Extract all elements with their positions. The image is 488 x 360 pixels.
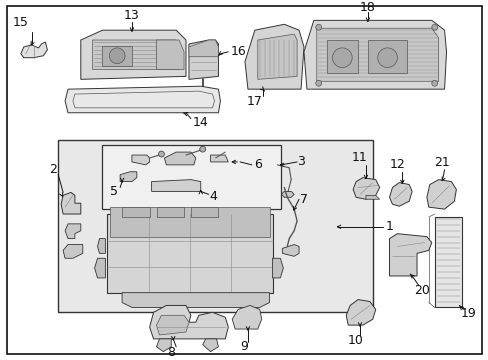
Text: 8: 8 — [167, 346, 175, 359]
Bar — [190, 207, 218, 217]
Circle shape — [109, 48, 125, 64]
Text: 6: 6 — [253, 158, 261, 171]
Polygon shape — [151, 180, 201, 192]
Polygon shape — [156, 315, 188, 335]
Circle shape — [332, 48, 351, 68]
Circle shape — [431, 80, 437, 86]
Polygon shape — [81, 30, 185, 79]
Polygon shape — [316, 28, 438, 81]
Polygon shape — [352, 177, 379, 199]
Polygon shape — [346, 300, 375, 325]
Polygon shape — [21, 42, 47, 58]
Polygon shape — [272, 258, 283, 278]
Text: 11: 11 — [351, 152, 367, 165]
Polygon shape — [426, 180, 455, 209]
Polygon shape — [156, 339, 171, 352]
Polygon shape — [188, 40, 218, 79]
Text: 18: 18 — [359, 1, 375, 14]
Polygon shape — [97, 239, 105, 253]
Text: 16: 16 — [230, 45, 245, 58]
Text: 9: 9 — [240, 340, 247, 353]
Text: 4: 4 — [209, 190, 217, 203]
Text: 21: 21 — [433, 156, 448, 170]
Polygon shape — [122, 293, 269, 307]
Bar — [107, 214, 272, 293]
Circle shape — [315, 80, 321, 86]
Polygon shape — [389, 234, 431, 276]
Polygon shape — [281, 192, 294, 197]
Text: 10: 10 — [347, 334, 363, 347]
Text: 17: 17 — [246, 95, 262, 108]
Polygon shape — [210, 155, 228, 162]
Polygon shape — [304, 21, 446, 89]
Polygon shape — [92, 40, 179, 69]
Polygon shape — [367, 40, 407, 73]
Bar — [110, 207, 269, 237]
Polygon shape — [232, 305, 261, 329]
Bar — [434, 217, 461, 307]
Text: 14: 14 — [192, 116, 208, 129]
Polygon shape — [65, 224, 81, 239]
Text: 15: 15 — [13, 16, 29, 29]
Text: 7: 7 — [299, 193, 307, 206]
Polygon shape — [365, 195, 379, 199]
Text: 2: 2 — [49, 163, 57, 176]
Polygon shape — [257, 34, 297, 79]
Circle shape — [315, 24, 321, 30]
Circle shape — [200, 146, 205, 152]
Bar — [58, 140, 372, 312]
Text: 20: 20 — [413, 284, 429, 297]
Polygon shape — [61, 192, 81, 214]
Bar — [156, 207, 183, 217]
Polygon shape — [102, 46, 132, 66]
Polygon shape — [188, 40, 218, 57]
Polygon shape — [63, 244, 82, 258]
Polygon shape — [120, 172, 137, 181]
Bar — [122, 207, 149, 217]
Polygon shape — [132, 155, 149, 165]
Polygon shape — [149, 305, 228, 339]
Polygon shape — [65, 86, 220, 113]
Polygon shape — [156, 40, 183, 69]
Polygon shape — [244, 24, 304, 89]
Text: 5: 5 — [110, 185, 118, 198]
Polygon shape — [282, 244, 299, 256]
Polygon shape — [94, 258, 105, 278]
Text: 3: 3 — [297, 156, 305, 168]
Circle shape — [158, 151, 164, 157]
Polygon shape — [326, 40, 357, 73]
Polygon shape — [203, 339, 218, 352]
Bar — [102, 145, 281, 209]
Circle shape — [377, 48, 397, 68]
Polygon shape — [389, 183, 411, 206]
Text: 13: 13 — [124, 9, 140, 22]
Text: 1: 1 — [385, 220, 393, 233]
Polygon shape — [164, 152, 195, 165]
Circle shape — [431, 24, 437, 30]
Text: 12: 12 — [389, 158, 405, 171]
Text: 19: 19 — [459, 307, 475, 320]
